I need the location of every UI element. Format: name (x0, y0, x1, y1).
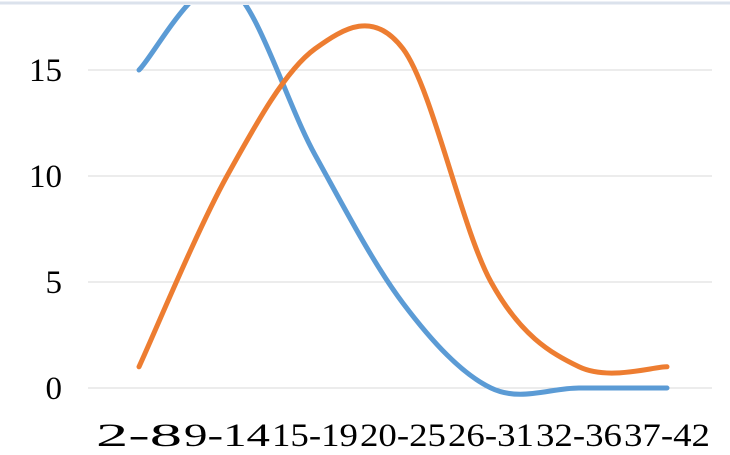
x-tick-label: 32-36 (536, 418, 622, 454)
y-tick-label: 0 (46, 371, 63, 407)
x-tick-label: 20-25 (360, 418, 446, 454)
y-tick-label: 15 (29, 53, 62, 89)
y-axis-tick-labels: 0 5 10 15 (29, 53, 62, 407)
x-tick-label: 37-42 (624, 418, 710, 454)
plot-area (136, 5, 670, 397)
series-line-1 (136, 5, 670, 397)
x-tick-label: 26-31 (448, 418, 534, 454)
y-tick-label: 5 (46, 265, 63, 301)
x-tick-label: 15-19 (272, 418, 358, 454)
x-axis-tick-labels: 2-8 9-14 15-19 20-25 26-31 32-36 37-42 (96, 418, 710, 454)
y-tick-label: 10 (29, 159, 62, 195)
grid-lines (0, 1, 730, 389)
x-tick-label: 9-14 (184, 418, 270, 454)
x-tick-label: 2-8 (96, 418, 182, 454)
series-line-2 (136, 23, 670, 376)
